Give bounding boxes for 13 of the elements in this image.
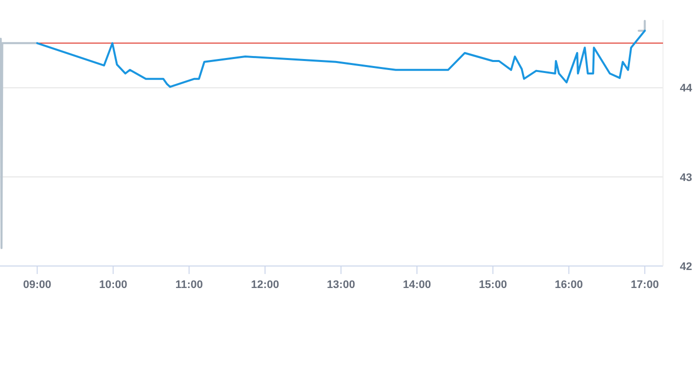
y-tick-label: 43	[680, 172, 692, 184]
x-tick-label: 13:00	[326, 279, 356, 291]
y-tick-label: 42	[680, 261, 692, 273]
x-tick-label: 10:00	[99, 279, 128, 291]
x-tick-label: 11:00	[175, 279, 203, 291]
x-tick-label: 09:00	[23, 279, 52, 291]
x-tick-label: 17:00	[630, 279, 659, 291]
x-tick-label: 12:00	[250, 279, 280, 291]
x-tick-label: 14:00	[402, 279, 432, 291]
y-tick-label: 44	[680, 82, 693, 95]
x-tick-label: 15:00	[478, 279, 507, 291]
line-series	[36, 30, 646, 88]
x-tick-label: 16:00	[554, 279, 583, 291]
